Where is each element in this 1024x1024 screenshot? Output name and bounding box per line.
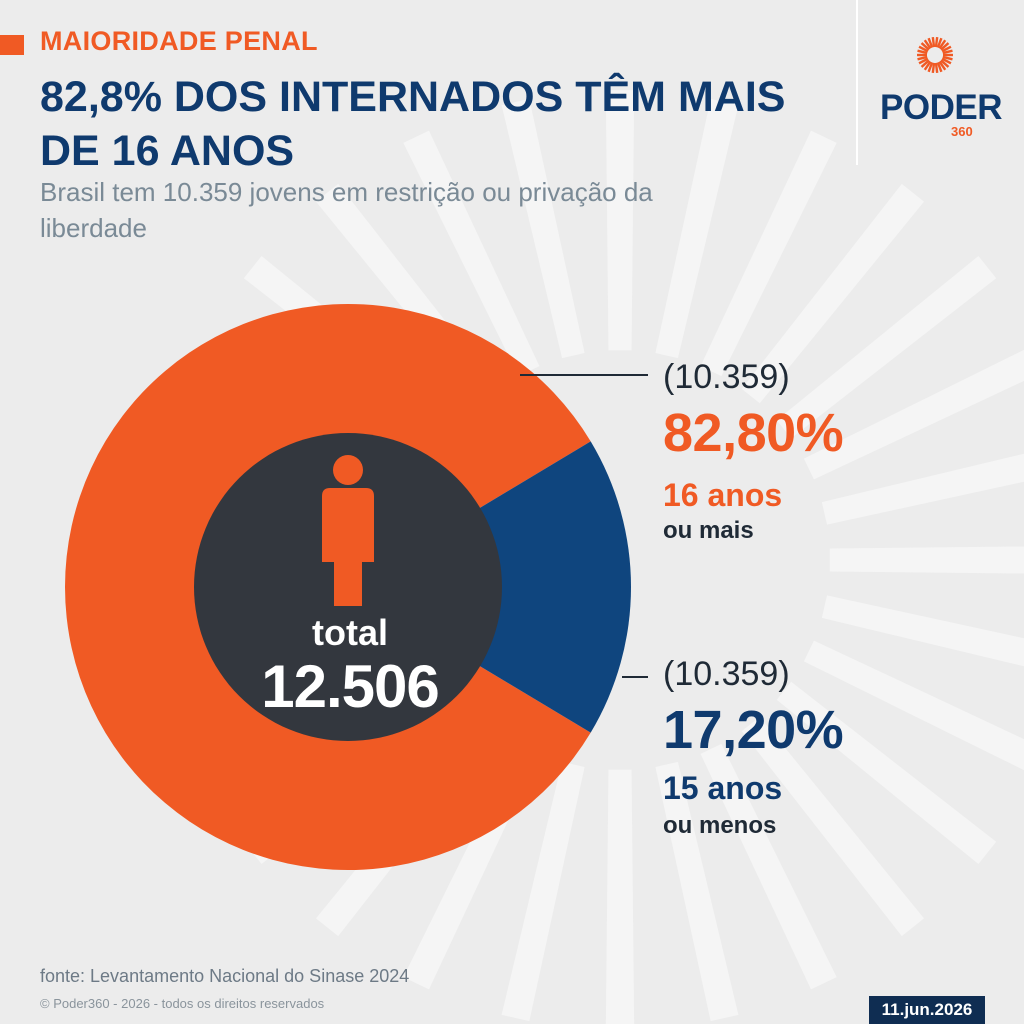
logo-ray (938, 39, 947, 50)
slice-1-count: (10.359) (663, 358, 790, 396)
logo-ray (942, 49, 953, 55)
background-ray (821, 595, 1024, 667)
headline: 82,8% DOS INTERNADOS TÊM MAIS DE 16 ANOS (40, 73, 786, 175)
slice-2-category-sub: ou menos (663, 812, 777, 839)
sunburst-icon (917, 36, 953, 74)
background-ray (501, 761, 585, 1022)
background-ray (605, 90, 635, 351)
logo-ray (927, 37, 934, 48)
donut-chart (65, 304, 648, 870)
background-ray (821, 453, 1024, 525)
logo-ray (941, 57, 952, 65)
slice-1-category: 16 anos (663, 477, 783, 513)
logo-ray (938, 60, 947, 71)
logo-ray (941, 45, 952, 53)
slice-2-count: (10.359) (663, 655, 790, 693)
date-badge: 11.jun.2026 (869, 996, 985, 1024)
logo-ray (936, 62, 943, 73)
logo-ray (923, 39, 932, 50)
background-ray (741, 183, 925, 404)
slice-2-percent: 17,20% (663, 700, 844, 760)
background-ray (605, 769, 635, 1024)
logo-ray (917, 49, 928, 55)
logo-ray (923, 60, 932, 71)
background-ray (700, 743, 837, 990)
background-ray (776, 255, 997, 439)
brand-name: PODER (880, 88, 1002, 127)
subtitle: Brasil tem 10.359 jovens em restrição ou… (40, 177, 653, 243)
logo-ray (931, 36, 936, 48)
logo-ray (936, 37, 943, 48)
kicker: MAIORIDADE PENAL (40, 26, 318, 56)
logo-ray (940, 59, 950, 68)
total-value: 12.506 (261, 653, 440, 720)
logo-ray (934, 36, 939, 48)
background-ray (403, 130, 540, 377)
brand-suffix: 360 (951, 124, 973, 139)
background-ray (655, 98, 739, 359)
background-ray (741, 716, 925, 937)
logo-ray (934, 62, 939, 74)
background-ray (803, 640, 1024, 771)
logo-ray (920, 42, 930, 51)
source-note: fonte: Levantamento Nacional do Sinase 2… (40, 966, 410, 986)
logo-ray (942, 55, 953, 61)
slice-1-percent: 82,80% (663, 403, 844, 463)
logo-ray (920, 59, 930, 68)
background-ray (501, 98, 585, 359)
copyright: © Poder360 - 2026 - todos os direitos re… (40, 996, 325, 1011)
slice-2-category: 15 anos (663, 770, 783, 806)
background-ray (829, 546, 1024, 574)
slice-1-category-sub: ou mais (663, 517, 754, 544)
background-ray (803, 349, 1024, 480)
person-icon (322, 455, 374, 606)
logo-ray (917, 55, 928, 61)
logo-ray (918, 45, 929, 53)
logo-ray (931, 62, 936, 74)
logo-ray (940, 42, 950, 51)
background-ray (655, 761, 739, 1022)
total-label: total (312, 612, 388, 653)
header-divider (856, 0, 858, 165)
logo-ray (918, 57, 929, 65)
kicker-marker (0, 35, 24, 55)
logo-ray (927, 62, 934, 73)
background-ray (700, 130, 837, 377)
background-ray (776, 681, 997, 865)
